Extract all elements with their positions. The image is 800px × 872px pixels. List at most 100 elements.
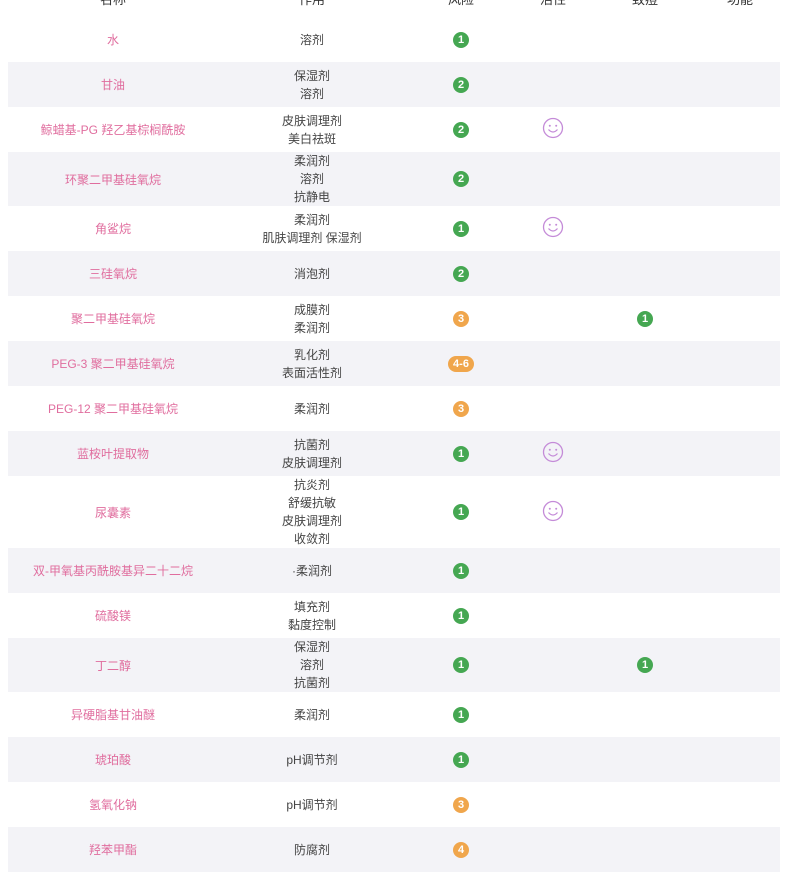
acne-cell: 1	[590, 310, 700, 327]
risk-cell: 1	[406, 31, 516, 48]
ingredient-uses: ·柔润剂	[218, 562, 406, 580]
use-item: 柔润剂	[293, 401, 330, 416]
header-active: 活性	[516, 0, 590, 17]
ingredient-name-link[interactable]: 丁二醇	[94, 658, 131, 673]
ingredient-name-link[interactable]: 尿囊素	[94, 505, 131, 520]
risk-badge: 4	[453, 841, 469, 858]
smiley-icon	[542, 216, 564, 238]
use-item: 溶剂	[299, 86, 324, 101]
table-row: PEG-12 聚二甲基硅氧烷 柔润剂 3	[8, 386, 780, 431]
ingredient-uses: 防腐剂	[218, 841, 406, 859]
risk-cell: 3	[406, 796, 516, 813]
table-row: PEG-3 聚二甲基硅氧烷 乳化剂 表面活性剂 4-6	[8, 341, 780, 386]
use-item: 乳化剂	[293, 347, 330, 362]
use-item: 保湿剂	[293, 68, 330, 83]
ingredient-name-link[interactable]: 硫酸镁	[94, 609, 131, 623]
ingredient-name-link[interactable]: 异硬脂基甘油醚	[70, 708, 155, 722]
risk-cell: 4	[406, 841, 516, 858]
risk-cell: 1	[406, 751, 516, 768]
risk-badge: 1	[453, 220, 469, 237]
ingredient-uses: 柔润剂	[218, 706, 406, 724]
ingredient-uses: 成膜剂 柔润剂	[218, 301, 406, 337]
table-row: 硫酸镁 填充剂 黏度控制 1	[8, 593, 780, 638]
risk-cell: 2	[406, 171, 516, 187]
ingredient-uses: 保湿剂 溶剂 抗菌剂	[218, 638, 406, 692]
table-row: 羟苯甲酯 防腐剂 4	[8, 827, 780, 872]
ingredient-uses: 抗炎剂 舒缓抗敏 皮肤调理剂 收敛剂	[218, 476, 406, 548]
header-name: 名称	[8, 0, 218, 17]
use-item: 成膜剂	[293, 302, 330, 317]
smiley-icon	[542, 117, 564, 139]
ingredient-name-link[interactable]: 琥珀酸	[94, 753, 131, 767]
table-row: 双-甲氧基丙酰胺基异二十二烷 ·柔润剂 1	[8, 548, 780, 593]
table-row: 聚二甲基硅氧烷 成膜剂 柔润剂 3 1	[8, 296, 780, 341]
use-item: 表面活性剂	[281, 365, 342, 380]
use-item: 抗菌剂	[293, 437, 330, 452]
use-item: ·柔润剂	[292, 563, 332, 578]
table-row: 角鲨烷 柔润剂 肌肤调理剂 保湿剂 1	[8, 206, 780, 251]
use-item: 美白祛斑	[287, 131, 336, 146]
risk-badge: 1	[453, 31, 469, 48]
ingredient-name-link[interactable]: 聚二甲基硅氧烷	[70, 312, 155, 326]
use-item: 柔润剂	[293, 212, 330, 227]
ingredient-name-link[interactable]: 三硅氧烷	[88, 267, 137, 281]
table-row: 丁二醇 保湿剂 溶剂 抗菌剂 1 1	[8, 638, 780, 692]
header-uses: 作用	[218, 0, 406, 17]
header-acne: 致痘	[590, 0, 700, 17]
header-risk: 风险	[406, 0, 516, 17]
ingredient-uses: 乳化剂 表面活性剂	[218, 346, 406, 382]
risk-badge: 3	[453, 400, 469, 417]
smiley-icon	[542, 441, 564, 463]
risk-cell: 3	[406, 400, 516, 417]
risk-badge: 2	[453, 171, 469, 187]
risk-badge: 1	[453, 607, 469, 624]
ingredient-name-link[interactable]: 羟苯甲酯	[88, 843, 137, 857]
ingredient-name-link[interactable]: 环聚二甲基硅氧烷	[64, 172, 161, 187]
use-item: 皮肤调理剂	[281, 455, 342, 470]
use-item: 填充剂	[293, 599, 330, 614]
use-item: 抗菌剂	[293, 676, 330, 690]
risk-cell: 2	[406, 76, 516, 93]
use-item: 抗静电	[293, 190, 330, 204]
use-item: 柔润剂	[293, 320, 330, 335]
risk-badge: 1	[453, 706, 469, 723]
risk-cell: 1	[406, 657, 516, 673]
table-row: 蓝桉叶提取物 抗菌剂皮肤调理剂 1	[8, 431, 780, 476]
acne-badge: 1	[637, 310, 653, 327]
risk-badge: 1	[453, 504, 469, 520]
ingredient-name-link[interactable]: 水	[106, 33, 119, 47]
ingredient-name-link[interactable]: 双-甲氧基丙酰胺基异二十二烷	[33, 564, 193, 578]
ingredient-uses: 柔润剂 溶剂 抗静电	[218, 152, 406, 206]
ingredient-uses: pH调节剂	[218, 751, 406, 769]
risk-badge: 1	[453, 445, 469, 462]
use-item: 抗炎剂	[293, 478, 330, 492]
ingredient-name-link[interactable]: 蓝桉叶提取物	[76, 447, 149, 461]
active-cell	[516, 117, 590, 142]
use-item: pH调节剂	[286, 797, 338, 812]
use-item: 皮肤调理剂	[281, 514, 342, 528]
table-row: 水 溶剂 1	[8, 17, 780, 62]
risk-cell: 1	[406, 706, 516, 723]
ingredient-name-link[interactable]: PEG-12 聚二甲基硅氧烷	[47, 402, 179, 416]
risk-badge: 1	[453, 751, 469, 768]
risk-badge: 1	[453, 657, 469, 673]
ingredient-uses: 皮肤调理剂 美白祛斑	[218, 112, 406, 148]
risk-badge: 3	[453, 796, 469, 813]
use-item: 溶剂	[299, 172, 324, 186]
smiley-icon	[542, 500, 564, 522]
use-item: pH调节剂	[286, 752, 338, 767]
ingredient-uses: 填充剂 黏度控制	[218, 598, 406, 634]
ingredient-name-link[interactable]: PEG-3 聚二甲基硅氧烷	[51, 357, 175, 371]
ingredient-name-link[interactable]: 氢氧化钠	[88, 798, 137, 812]
ingredient-name-link[interactable]: 鲸蜡基-PG 羟乙基棕榈酰胺	[40, 123, 186, 137]
ingredient-name-link[interactable]: 角鲨烷	[94, 222, 131, 236]
risk-cell: 2	[406, 265, 516, 282]
ingredient-name-link[interactable]: 甘油	[100, 78, 125, 92]
table-row: 异硬脂基甘油醚 柔润剂 1	[8, 692, 780, 737]
risk-cell: 1	[406, 220, 516, 237]
table-row: 琥珀酸 pH调节剂 1	[8, 737, 780, 782]
use-item: 保湿剂	[293, 640, 330, 654]
table-row: 尿囊素 抗炎剂 舒缓抗敏 皮肤调理剂 收敛剂 1	[8, 476, 780, 548]
use-item: 溶剂	[299, 32, 324, 47]
